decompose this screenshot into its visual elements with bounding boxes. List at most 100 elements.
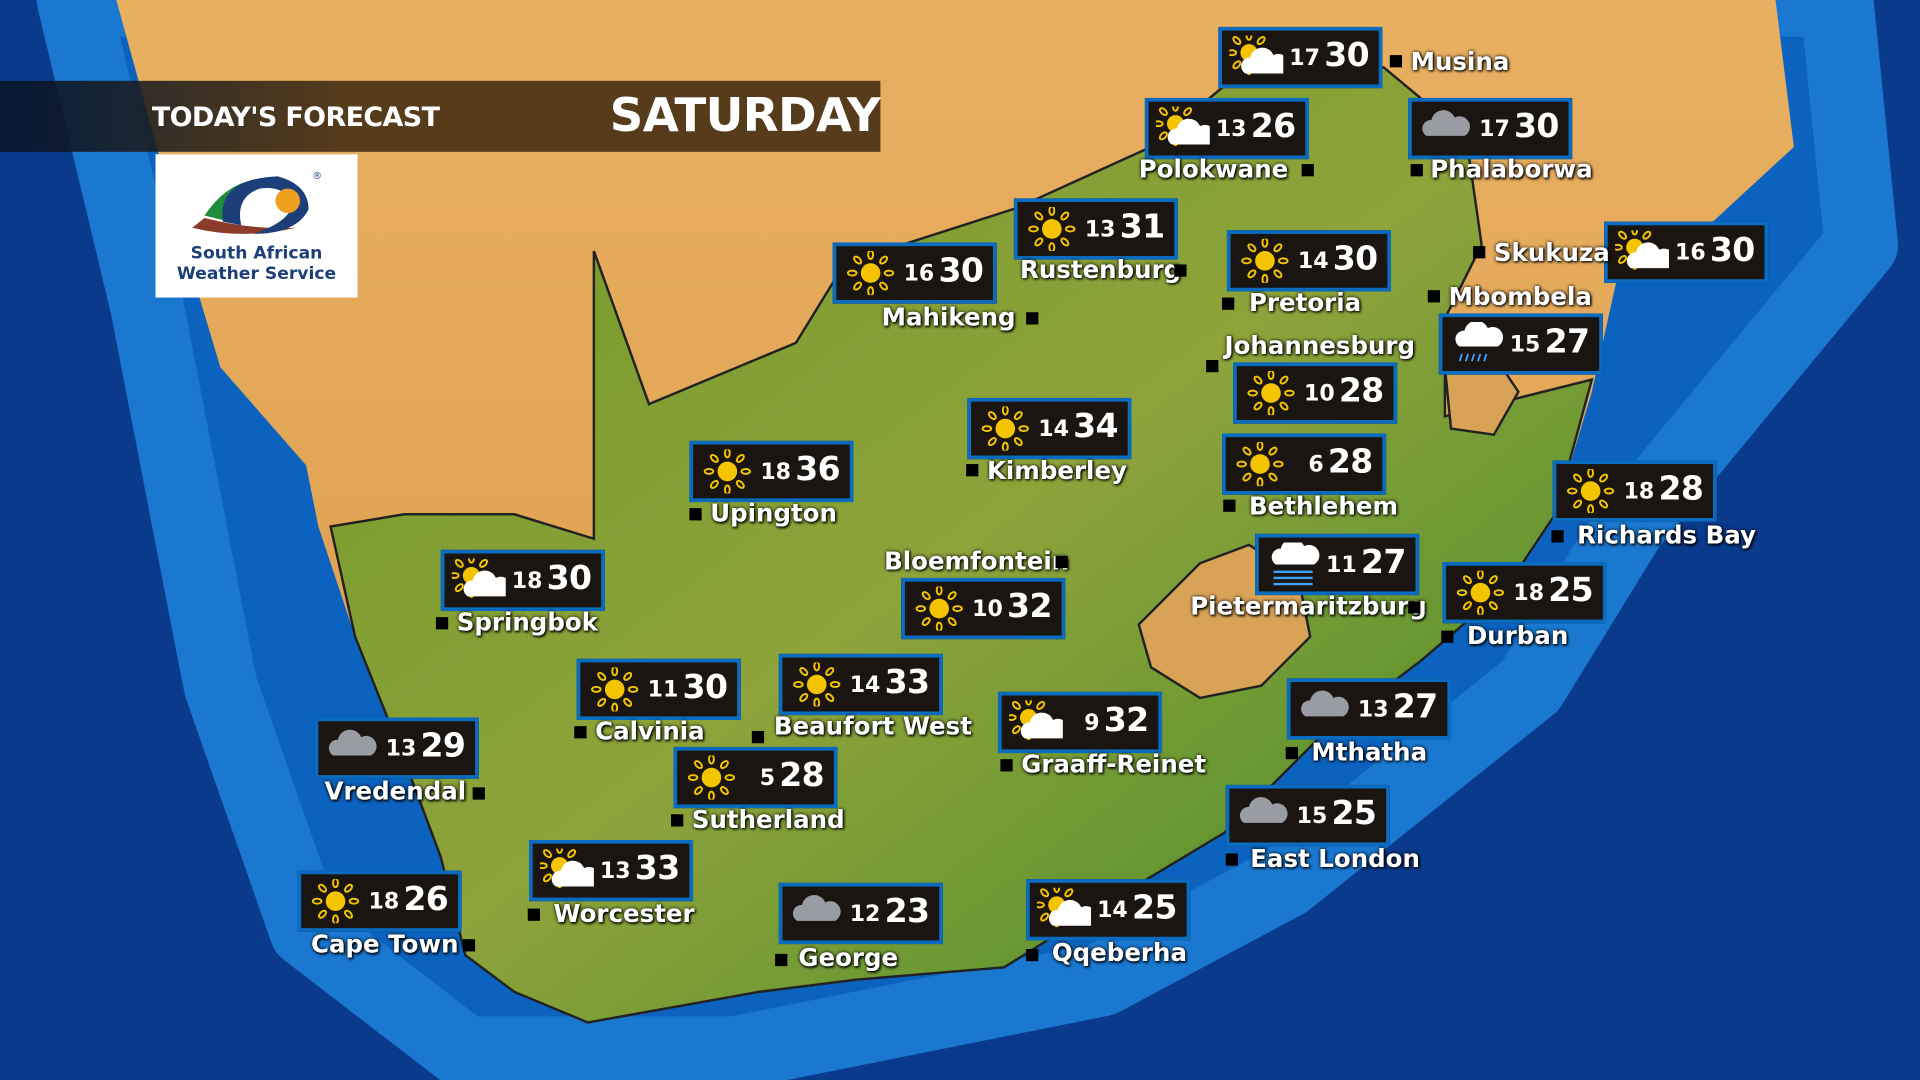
sunny-icon xyxy=(1566,468,1615,514)
saws-logo-emblem: ® xyxy=(192,171,322,234)
city-marker-worcester xyxy=(527,908,541,921)
cloudy-icon xyxy=(792,895,841,921)
city-label-phalaborwa: Phalaborwa xyxy=(1430,154,1593,184)
min-temp: 18 xyxy=(1513,580,1545,607)
min-temp: 15 xyxy=(1509,331,1541,358)
partly-cloudy-icon xyxy=(1615,230,1669,270)
forecast-card-musina: 17 30 xyxy=(1218,26,1383,89)
city-marker-graaff-reinet xyxy=(1000,759,1013,772)
sunny-icon xyxy=(591,667,639,712)
min-temp: 12 xyxy=(849,901,881,927)
cloudy-icon xyxy=(1239,797,1288,823)
max-temp: 30 xyxy=(1513,107,1559,146)
forecast-banner: TODAY'S FORECAST SATURDAY xyxy=(0,80,881,152)
min-temp: 18 xyxy=(511,568,543,594)
city-label-bloemfontein: Bloemfontein xyxy=(884,546,1070,576)
city-marker-durban xyxy=(1441,630,1454,643)
forecast-card-springbok: 18 30 xyxy=(440,549,605,612)
forecast-card-mthatha: 13 27 xyxy=(1286,678,1452,740)
banner-day: SATURDAY xyxy=(609,88,881,143)
partly-cloudy-icon xyxy=(1037,887,1092,928)
rain-icon xyxy=(1455,322,1503,362)
city-label-durban: Durban xyxy=(1466,620,1569,651)
max-temp: 25 xyxy=(1131,888,1177,927)
max-temp: 27 xyxy=(1360,543,1406,582)
city-marker-polokwane xyxy=(1301,164,1314,177)
city-label-springbok: Springbok xyxy=(456,607,598,637)
forecast-card-skukuza: 16 30 xyxy=(1604,221,1769,283)
forecast-card-sutherland: 5 28 xyxy=(673,746,838,809)
city-marker-sutherland xyxy=(671,814,684,827)
city-marker-musina xyxy=(1389,55,1403,68)
city-label-graaff-reinet: Graaff-Reinet xyxy=(1021,749,1207,779)
city-label-worcester: Worcester xyxy=(553,898,695,929)
city-marker-upington xyxy=(689,508,702,521)
sunny-icon xyxy=(687,755,736,800)
city-marker-pietermaritzburg xyxy=(1408,601,1421,614)
min-temp: 17 xyxy=(1479,116,1510,143)
forecast-card-vredendal: 13 29 xyxy=(314,717,479,779)
max-temp: 32 xyxy=(1103,701,1149,740)
min-temp: 13 xyxy=(385,735,417,762)
min-temp: 14 xyxy=(1038,416,1069,443)
city-marker-springbok xyxy=(435,617,449,630)
city-marker-bloemfontein xyxy=(1055,555,1068,569)
min-temp: 9 xyxy=(1084,710,1100,736)
city-marker-skukuza xyxy=(1473,246,1486,259)
sunny-icon xyxy=(1456,570,1505,615)
forecast-card-polokwane: 13 26 xyxy=(1144,97,1309,160)
forecast-card-qqeberha: 14 25 xyxy=(1026,879,1191,941)
logo-line-1: South African xyxy=(190,243,323,264)
city-label-polokwane: Polokwane xyxy=(1138,154,1289,184)
max-temp: 27 xyxy=(1392,688,1438,727)
forecast-card-durban: 18 25 xyxy=(1442,562,1607,624)
forecast-card-east-london: 15 25 xyxy=(1225,784,1390,847)
max-temp: 27 xyxy=(1544,323,1590,362)
city-label-bethlehem: Bethlehem xyxy=(1248,491,1398,521)
sunny-icon xyxy=(1241,238,1289,283)
city-marker-cape-town xyxy=(462,939,476,952)
min-temp: 18 xyxy=(1623,478,1655,505)
sunny-icon xyxy=(1028,206,1076,252)
max-temp: 30 xyxy=(1709,231,1755,270)
max-temp: 30 xyxy=(1332,240,1378,278)
city-marker-beaufort-west xyxy=(751,731,765,744)
max-temp: 30 xyxy=(938,252,984,291)
city-label-richards-bay: Richards Bay xyxy=(1577,520,1756,550)
city-label-musina: Musina xyxy=(1410,46,1510,76)
partly-cloudy-icon xyxy=(1155,106,1210,147)
saws-logo: ® South African Weather Service xyxy=(155,154,358,298)
city-marker-calvinia xyxy=(574,726,587,739)
max-temp: 30 xyxy=(1324,36,1369,75)
sunny-icon xyxy=(915,586,963,631)
min-temp: 10 xyxy=(1304,380,1335,407)
city-label-calvinia: Calvinia xyxy=(595,716,705,746)
max-temp: 31 xyxy=(1119,208,1165,247)
city-marker-pretoria xyxy=(1222,297,1235,310)
city-label-cape-town: Cape Town xyxy=(311,929,459,959)
city-label-mahikeng: Mahikeng xyxy=(881,302,1016,332)
max-temp: 28 xyxy=(779,756,825,795)
forecast-card-beaufort-west: 14 33 xyxy=(778,653,943,716)
max-temp: 33 xyxy=(634,849,680,888)
forecast-card-calvinia: 11 30 xyxy=(576,658,741,721)
city-label-mbombela: Mbombela xyxy=(1448,281,1592,312)
sunny-icon xyxy=(703,449,751,494)
forecast-card-bethlehem: 6 28 xyxy=(1222,433,1387,495)
forecast-card-kimberley: 14 34 xyxy=(967,397,1132,460)
forecast-card-worcester: 13 33 xyxy=(528,840,694,902)
min-temp: 18 xyxy=(368,888,400,915)
max-temp: 26 xyxy=(1250,107,1296,146)
min-temp: 14 xyxy=(1097,897,1128,924)
min-temp: 10 xyxy=(972,596,1003,623)
max-temp: 30 xyxy=(546,559,592,598)
max-temp: 28 xyxy=(1327,443,1373,482)
city-marker-mbombela xyxy=(1427,290,1441,303)
city-label-rustenburg: Rustenburg xyxy=(1020,254,1182,285)
city-marker-george xyxy=(775,953,788,967)
min-temp: 18 xyxy=(760,459,792,485)
forecast-card-richards-bay: 18 28 xyxy=(1552,460,1717,522)
max-temp: 25 xyxy=(1548,571,1594,610)
max-temp: 28 xyxy=(1658,470,1704,509)
